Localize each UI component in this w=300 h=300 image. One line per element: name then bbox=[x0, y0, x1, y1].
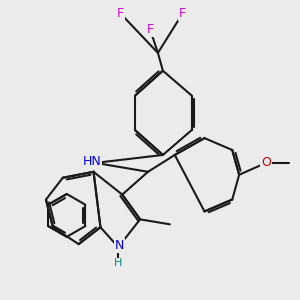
Text: O: O bbox=[261, 156, 271, 170]
Text: F: F bbox=[179, 7, 186, 20]
Text: F: F bbox=[146, 22, 154, 36]
Text: N: N bbox=[115, 239, 124, 252]
Text: F: F bbox=[117, 7, 124, 20]
Text: H: H bbox=[114, 258, 122, 268]
Text: HN: HN bbox=[82, 155, 101, 168]
